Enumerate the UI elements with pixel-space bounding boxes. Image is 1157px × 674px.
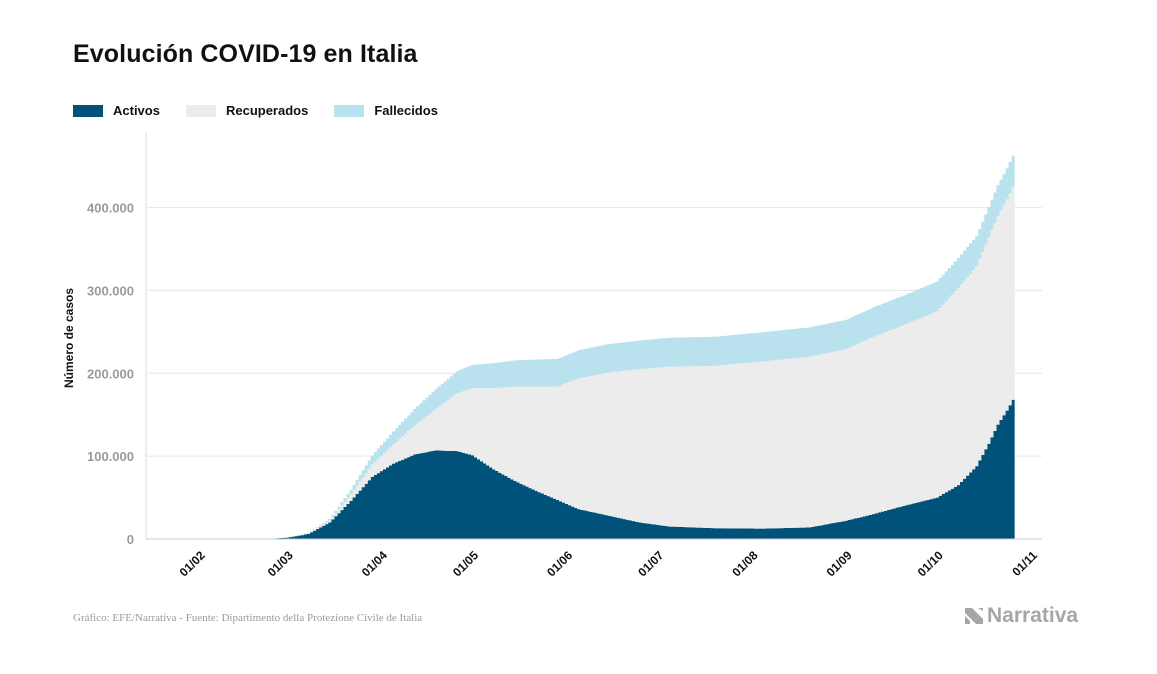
x-tick-label: 01/11 [1009,548,1040,579]
legend-label-recuperados: Recuperados [225,103,309,118]
y-tick-label: 300.000 [87,283,134,298]
series-areas [267,155,1015,539]
y-tick-label: 400.000 [87,201,134,216]
legend-label-fallecidos: Fallecidos [374,103,438,118]
x-tick-label: 01/04 [359,548,390,579]
area-recuperados [267,186,1015,539]
logo-text: Narrativa [987,604,1079,627]
legend-swatch-fallecidos [334,104,365,117]
area-activos [267,399,1015,539]
narrativa-logo: Narrativa [964,604,1078,628]
y-tick-label: 0 [127,532,134,547]
legend: Activos Recuperados Fallecidos [73,103,464,118]
legend-swatch-recuperados [185,104,216,117]
source-note: Gráfico: EFE/Narrativa - Fuente: Diparti… [73,612,423,624]
x-tick-label: 01/10 [915,548,946,579]
y-tick-label: 100.000 [87,449,134,464]
legend-label-activos: Activos [113,103,160,118]
x-tick-label: 01/05 [450,548,481,579]
x-tick-label: 01/03 [265,548,296,579]
x-tick-label: 01/07 [635,548,666,579]
y-tick-label: 200.000 [87,366,134,381]
legend-swatch-activos [73,104,103,117]
narrativa-n-icon [965,608,983,624]
y-axis-label: Número de casos [62,288,76,388]
x-tick-label: 01/02 [177,548,208,579]
x-tick-label: 01/06 [544,548,575,579]
x-tick-label: 01/08 [729,548,760,579]
area-fallecidos [267,155,1015,539]
legend-item-recuperados: Recuperados [185,103,309,118]
x-tick-label: 01/09 [824,548,855,579]
chart-title: Evolución COVID-19 en Italia [73,40,418,68]
legend-item-activos: Activos [73,103,160,118]
legend-item-fallecidos: Fallecidos [334,103,438,118]
